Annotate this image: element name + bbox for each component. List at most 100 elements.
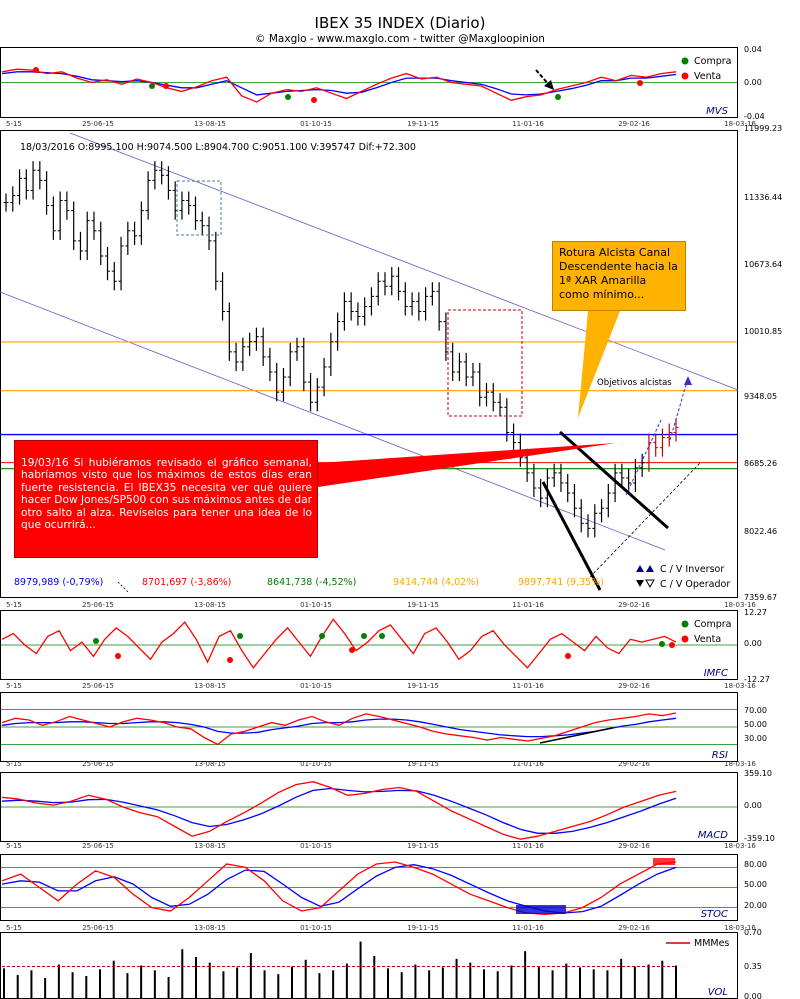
date-tick-label: 5-15 bbox=[6, 601, 22, 609]
sell-dot-icon bbox=[163, 83, 169, 89]
mvs-arrow-icon bbox=[535, 69, 551, 87]
date-tick-label: 19-11-15 bbox=[407, 120, 439, 128]
date-tick-label: 25-06-15 bbox=[82, 924, 114, 932]
channel-line-lower bbox=[0, 291, 666, 551]
buy-dot-icon bbox=[659, 641, 665, 647]
panel-frame-vol bbox=[0, 932, 738, 999]
y-tick-label: 0.00 bbox=[744, 78, 762, 87]
panel-name-label: RSI bbox=[712, 750, 728, 761]
legend-compra: Compra bbox=[694, 56, 731, 67]
y-tick-label: 70.00 bbox=[744, 706, 767, 715]
date-tick-label: 13-08-15 bbox=[194, 120, 226, 128]
legend-venta: Venta bbox=[694, 71, 721, 82]
y-tick-label: 0.00 bbox=[744, 992, 762, 999]
panel-frame-mvs bbox=[0, 47, 738, 118]
buy-dot-icon bbox=[681, 620, 689, 628]
level-value-label: 9897,741 (9,35%) bbox=[518, 577, 604, 588]
sell-dot-icon bbox=[311, 97, 317, 103]
date-tick-label: 25-06-15 bbox=[82, 682, 114, 690]
date-tick-label: 13-08-15 bbox=[194, 601, 226, 609]
panel-name-label: MACD bbox=[698, 830, 728, 841]
sell-dot-icon bbox=[33, 67, 39, 73]
date-tick-label: 19-11-15 bbox=[407, 682, 439, 690]
sell-dot-icon bbox=[565, 653, 571, 659]
inversor-triangle-icon bbox=[646, 565, 654, 572]
y-tick-label: 0.04 bbox=[744, 45, 762, 54]
date-tick-label: 19-11-15 bbox=[407, 924, 439, 932]
date-tick-label: 29-02-16 bbox=[618, 682, 650, 690]
date-tick-label: 01-10-15 bbox=[300, 682, 332, 690]
panel-frame-main bbox=[0, 130, 738, 598]
panel-name-label: VOL bbox=[708, 987, 728, 998]
target-arrowhead bbox=[684, 376, 692, 385]
sell-dot-icon bbox=[681, 635, 689, 643]
date-tick-label: 19-11-15 bbox=[407, 760, 439, 768]
chart-subtitle: © Maxglo - www.maxglo.com - twitter @Max… bbox=[255, 33, 545, 45]
date-tick-label: 5-15 bbox=[6, 120, 22, 128]
date-tick-label: 5-15 bbox=[6, 842, 22, 850]
rsi-divergence-line bbox=[539, 727, 613, 744]
date-tick-label: 29-02-16 bbox=[618, 924, 650, 932]
y-tick-label: -12.27 bbox=[744, 675, 770, 684]
legend-compra: Compra bbox=[694, 619, 731, 630]
date-tick-label: 19-11-15 bbox=[407, 601, 439, 609]
panel-frame-macd bbox=[0, 772, 738, 842]
y-tick-label: -0.04 bbox=[744, 112, 765, 121]
buy-dot-icon bbox=[319, 633, 325, 639]
sell-dot-icon bbox=[669, 642, 675, 648]
date-tick-label: 01-10-15 bbox=[300, 120, 332, 128]
yellow-annotation-note: Rotura Alcista Canal Descendente hacia l… bbox=[552, 241, 686, 311]
date-tick-label: 25-06-15 bbox=[82, 120, 114, 128]
date-tick-label: 29-02-16 bbox=[618, 120, 650, 128]
y-tick-label: 10010.85 bbox=[744, 327, 782, 336]
buy-dot-icon bbox=[93, 638, 99, 644]
date-tick-label: 11-01-16 bbox=[512, 120, 544, 128]
y-tick-label: 30.00 bbox=[744, 734, 767, 743]
sell-dot-icon bbox=[681, 72, 689, 80]
sell-dot-icon bbox=[349, 647, 355, 653]
date-tick-label: 18-03-16 bbox=[724, 682, 756, 690]
operador-triangle-icon bbox=[645, 579, 655, 589]
date-tick-label: 25-06-15 bbox=[82, 842, 114, 850]
buy-dot-icon bbox=[361, 633, 367, 639]
buy-dot-icon bbox=[681, 57, 689, 65]
target-arrow-line bbox=[669, 377, 689, 441]
y-tick-label: 10673.64 bbox=[744, 260, 782, 269]
y-tick-label: 80.00 bbox=[744, 860, 767, 869]
operador-triangle-icon bbox=[636, 580, 644, 587]
rsi-slow-line bbox=[1, 717, 677, 738]
y-tick-label: 50.00 bbox=[744, 880, 767, 889]
panel-frame-stoc bbox=[0, 854, 738, 921]
stoc-slow-line bbox=[1, 864, 677, 914]
date-tick-label: 13-08-15 bbox=[194, 682, 226, 690]
panel-name-label: STOC bbox=[701, 909, 728, 920]
y-tick-label: 11999.23 bbox=[744, 124, 782, 133]
y-tick-label: 0.70 bbox=[744, 928, 762, 937]
date-tick-label: 11-01-16 bbox=[512, 682, 544, 690]
legend-mmmes: MMMes bbox=[694, 938, 729, 949]
sell-dot-icon bbox=[227, 657, 233, 663]
buy-dot-icon bbox=[379, 633, 385, 639]
date-tick-label: 18-03-16 bbox=[724, 601, 756, 609]
mvs-arrowhead-icon bbox=[544, 80, 554, 90]
legend-venta: Venta bbox=[694, 634, 721, 645]
inversor-triangle-icon bbox=[636, 565, 644, 572]
date-tick-label: 01-10-15 bbox=[300, 601, 332, 609]
ohlc-readout: 18/03/2016 O:8995.100 H:9074.500 L:8904.… bbox=[20, 142, 416, 153]
buy-dot-icon bbox=[555, 94, 561, 100]
date-tick-label: 18-03-16 bbox=[724, 120, 756, 128]
panel-frame-imfc bbox=[0, 610, 738, 680]
date-tick-label: 29-02-16 bbox=[618, 842, 650, 850]
y-tick-label: 0.00 bbox=[744, 801, 762, 810]
y-tick-label: 7359.67 bbox=[744, 593, 777, 602]
y-tick-label: 8685.26 bbox=[744, 459, 777, 468]
date-tick-label: 29-02-16 bbox=[618, 601, 650, 609]
date-tick-label: 11-01-16 bbox=[512, 924, 544, 932]
y-tick-label: 0.35 bbox=[744, 962, 762, 971]
date-tick-label: 5-15 bbox=[6, 682, 22, 690]
mvs-slow-line bbox=[1, 71, 677, 96]
legend-inversor: C / V Inversor bbox=[660, 564, 724, 575]
date-tick-label: 18-03-16 bbox=[724, 924, 756, 932]
y-tick-label: 9348.05 bbox=[744, 392, 777, 401]
buy-dot-icon bbox=[237, 633, 243, 639]
